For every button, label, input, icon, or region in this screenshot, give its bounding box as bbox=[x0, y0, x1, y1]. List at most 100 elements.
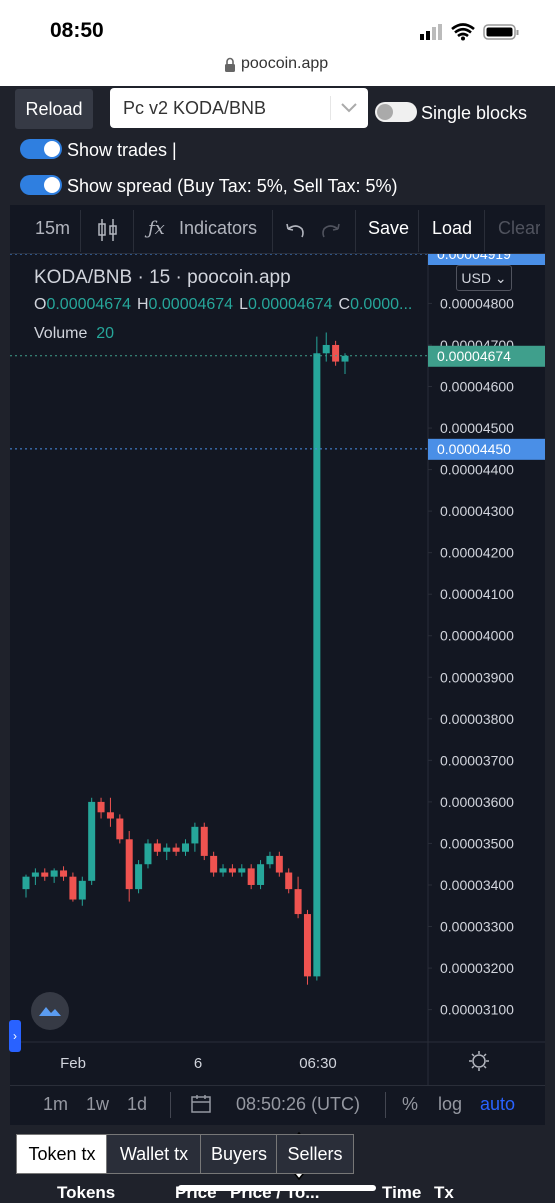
select-arrow bbox=[330, 96, 357, 120]
y-tick-label: 0.00004200 bbox=[440, 545, 514, 561]
clear-button[interactable]: Clear bbox=[498, 218, 540, 238]
status-icons bbox=[420, 23, 519, 41]
candle-body bbox=[31, 872, 39, 877]
range-button[interactable]: 1d bbox=[127, 1094, 148, 1114]
table-header: Tokens bbox=[57, 1183, 116, 1202]
utc-clock: 08:50:26 (UTC) bbox=[236, 1094, 361, 1114]
candle-body bbox=[88, 801, 96, 881]
ohlc-value: 0.00004674 bbox=[148, 296, 234, 313]
calendar-icon[interactable] bbox=[190, 1094, 212, 1114]
candle-body bbox=[341, 355, 349, 362]
show-spread-label: Show spread (Buy Tax: 5%, Sell Tax: 5%) bbox=[67, 176, 398, 196]
candle-body bbox=[172, 847, 180, 852]
candle-body bbox=[182, 843, 189, 852]
pair-select-text: Pc v2 KODA/BNB bbox=[123, 98, 267, 118]
chart-legend: KODA/BNB · 15 · poocoin.app bbox=[34, 267, 291, 288]
interval-button[interactable]: 15m bbox=[35, 218, 71, 238]
y-tick-label: 0.00004600 bbox=[440, 379, 514, 395]
price-line-label: 0.00004450 bbox=[437, 441, 511, 457]
candle-body bbox=[153, 843, 161, 852]
table-header: Price / To... bbox=[230, 1183, 320, 1202]
candle-body bbox=[22, 876, 30, 890]
tab[interactable]: Wallet tx bbox=[106, 1134, 202, 1174]
url[interactable]: poocoin.app bbox=[241, 55, 329, 72]
candle-body bbox=[219, 868, 227, 873]
y-tick-label: 0.00003900 bbox=[440, 669, 514, 685]
candle-body bbox=[163, 847, 171, 852]
candle-body bbox=[313, 353, 321, 977]
ohlc-value: 0.0000... bbox=[350, 296, 413, 313]
scale-option[interactable]: log bbox=[438, 1094, 463, 1114]
scale-option[interactable]: % bbox=[402, 1094, 419, 1114]
tab[interactable]: Token tx bbox=[16, 1134, 108, 1174]
candle-body bbox=[332, 344, 340, 362]
currency: USD bbox=[461, 270, 491, 286]
price-line-label-box bbox=[428, 345, 545, 367]
x-axis-label: 6 bbox=[194, 1055, 202, 1072]
show-trades-toggle[interactable] bbox=[20, 139, 62, 159]
candle-body bbox=[294, 889, 302, 915]
y-tick-label: 0.00003400 bbox=[440, 877, 514, 893]
volume-label: Volume bbox=[34, 325, 88, 342]
side-toggle[interactable]: › bbox=[9, 1020, 21, 1052]
price-line-label: 0.00004674 bbox=[437, 348, 511, 364]
pair-select[interactable]: Pc v2 KODA/BNB bbox=[110, 88, 368, 128]
ohlc-value: 0.00004674 bbox=[247, 296, 333, 313]
candle-body bbox=[135, 864, 143, 890]
y-tick-label: 0.00003500 bbox=[440, 835, 514, 851]
candle-body bbox=[275, 855, 283, 873]
range-button[interactable]: 1m bbox=[43, 1094, 69, 1114]
legend-interval: 15 bbox=[149, 267, 171, 288]
currency-select[interactable]: USD ⌄ bbox=[456, 265, 512, 291]
scale-option[interactable]: auto bbox=[480, 1094, 516, 1114]
status-bar: 08:50 poocoin.app bbox=[0, 0, 555, 86]
home-indicator bbox=[178, 1185, 376, 1191]
settings-icon[interactable] bbox=[468, 1050, 490, 1072]
load-button[interactable]: Load bbox=[432, 218, 473, 238]
indicators-button[interactable]: Indicators bbox=[179, 218, 258, 238]
price-line-label-box bbox=[428, 438, 545, 460]
chart: 0.00003100 0.00003200 0.00003300 0.00003400… bbox=[10, 254, 545, 1085]
y-tick-label: 0.00004800 bbox=[440, 295, 514, 311]
range-button[interactable]: 1w bbox=[86, 1094, 110, 1114]
save-button[interactable]: Save bbox=[368, 218, 410, 238]
y-tick-label: 0.00003700 bbox=[440, 752, 514, 768]
show-trades-label: Show trades | bbox=[67, 140, 177, 160]
candle-body bbox=[266, 855, 274, 865]
candle-body bbox=[116, 818, 124, 840]
tab[interactable]: Sellers bbox=[276, 1134, 354, 1174]
candle-body bbox=[191, 826, 199, 844]
candle-body bbox=[144, 843, 152, 865]
single-blocks-toggle[interactable] bbox=[375, 102, 417, 122]
x-axis-label: Feb bbox=[60, 1055, 86, 1072]
candle-body bbox=[257, 864, 265, 885]
candle-body bbox=[106, 812, 114, 819]
logo-button[interactable] bbox=[31, 992, 69, 1030]
reload-button[interactable]: Reload bbox=[15, 89, 93, 129]
y-tick-label: 0.00003800 bbox=[440, 711, 514, 727]
price-line-label-box bbox=[428, 254, 545, 265]
candle-body bbox=[228, 868, 236, 873]
undo-redo-icons[interactable] bbox=[284, 221, 344, 239]
tab[interactable]: Buyers bbox=[200, 1134, 278, 1174]
y-tick-label: 0.00004000 bbox=[440, 628, 514, 644]
y-tick-label: 0.00004500 bbox=[440, 420, 514, 436]
source: poocoin.app bbox=[187, 267, 291, 288]
y-tick-label: 0.00003600 bbox=[440, 794, 514, 810]
candle-body bbox=[247, 868, 255, 885]
clock: 08:50 bbox=[50, 19, 104, 42]
y-tick-label: 0.00004300 bbox=[440, 503, 514, 519]
ohlc-key: L bbox=[239, 296, 248, 313]
candle-body bbox=[285, 872, 293, 890]
candle-body bbox=[322, 344, 330, 354]
symbol: KODA/BNB bbox=[34, 267, 133, 288]
volume-legend: Volume 20 bbox=[34, 325, 114, 343]
table-header: Price bbox=[175, 1183, 217, 1202]
candle-body bbox=[41, 872, 49, 877]
candle-body bbox=[125, 839, 133, 890]
candle-type-icon[interactable] bbox=[97, 218, 119, 242]
candle-body bbox=[200, 826, 208, 856]
show-spread-toggle[interactable] bbox=[20, 175, 62, 195]
